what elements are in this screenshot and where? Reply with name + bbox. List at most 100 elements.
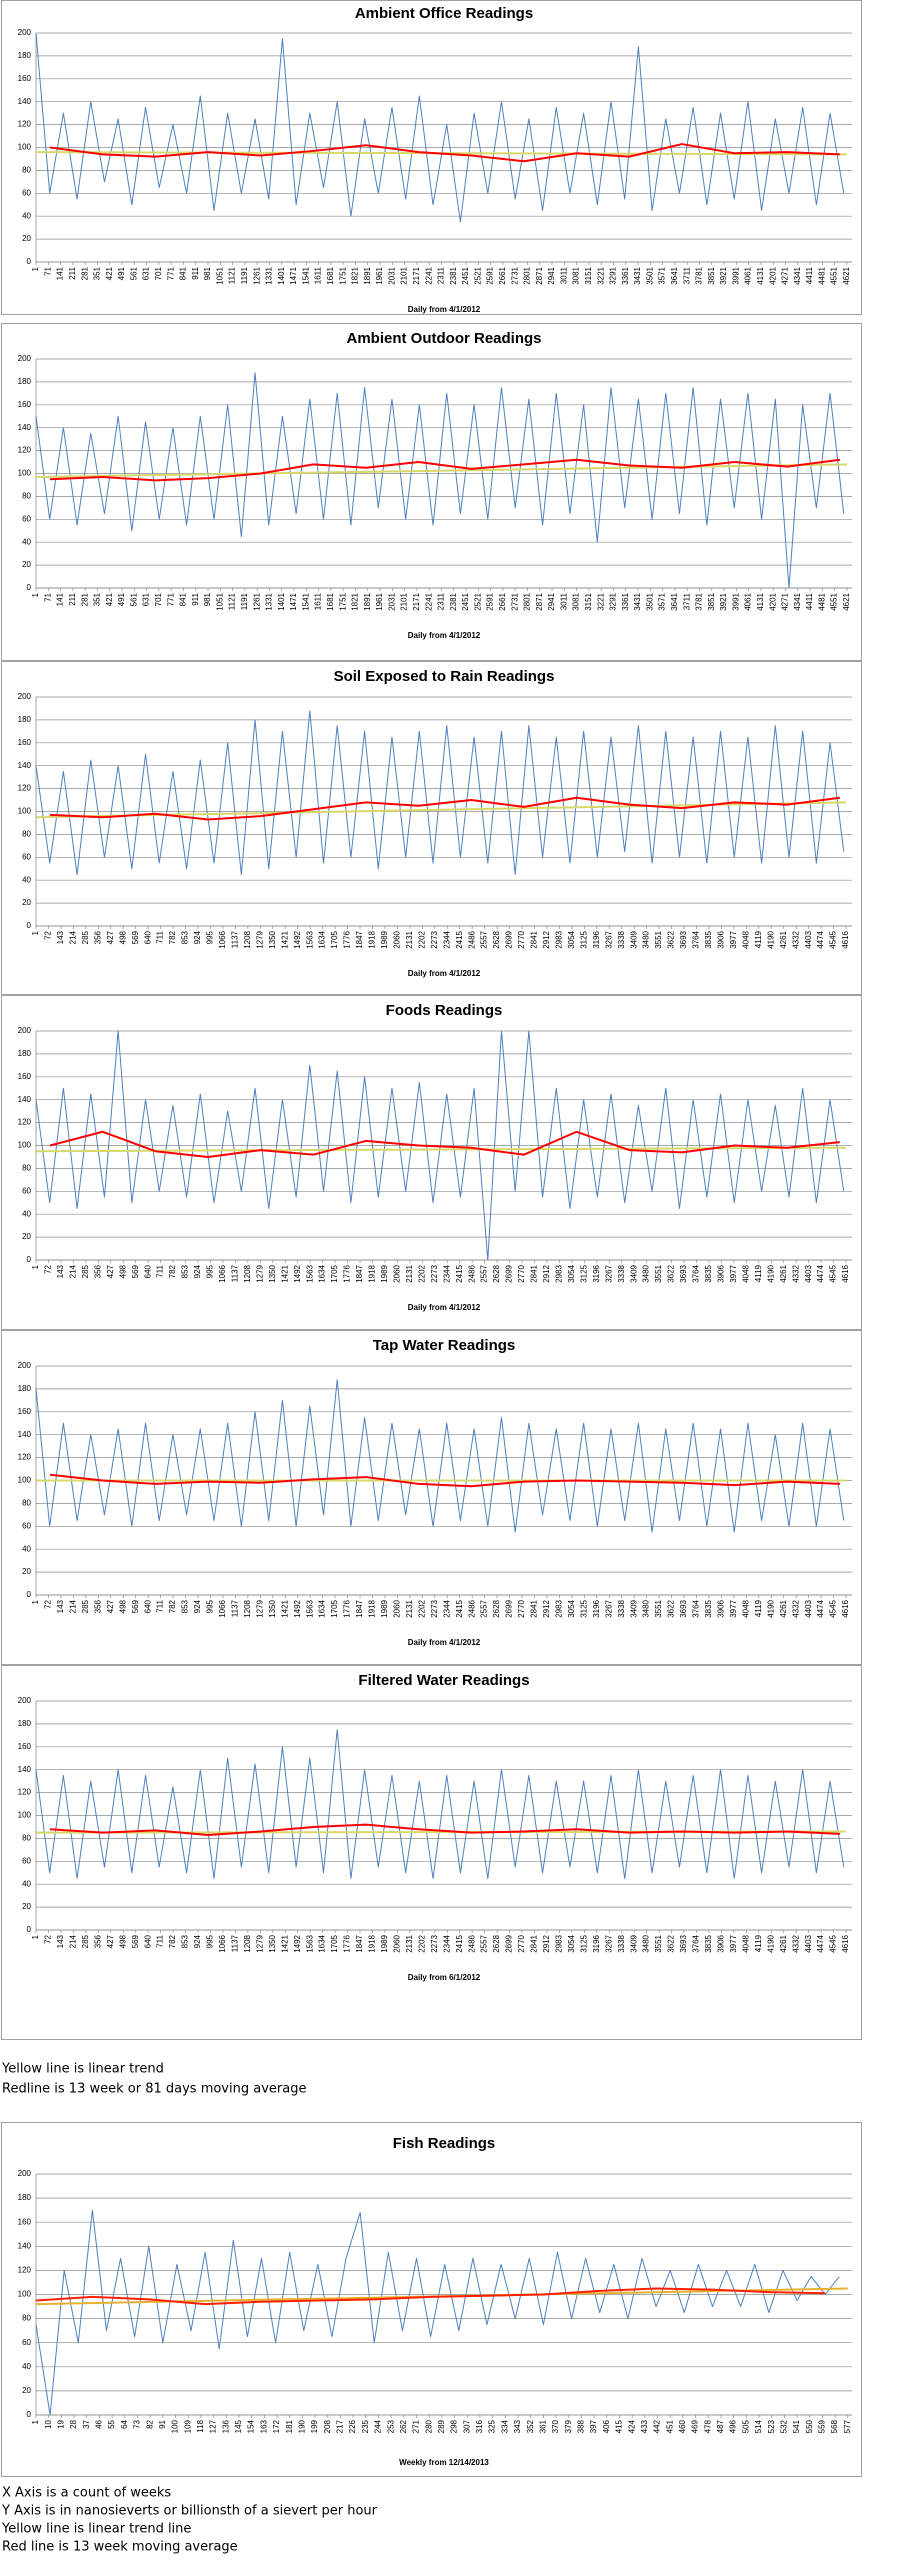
x-tick-label: 1891 [363, 592, 372, 610]
x-tick-label: 4341 [793, 266, 802, 284]
x-tick-label: 2841 [530, 1264, 539, 1282]
y-tick-label: 80 [22, 166, 31, 175]
x-tick-label: 3851 [707, 592, 716, 610]
x-tick-label: 1261 [252, 592, 261, 610]
x-tick-label: 2131 [405, 1264, 414, 1282]
x-tick-label: 4341 [793, 592, 802, 610]
x-tick-label: 2171 [412, 266, 421, 284]
y-tick-label: 60 [22, 514, 31, 523]
x-tick-label: 421 [105, 266, 114, 280]
x-tick-label: 3977 [729, 1599, 738, 1617]
y-tick-label: 120 [18, 120, 32, 129]
chart-frame [1, 995, 862, 1330]
x-tick-label: 214 [68, 930, 77, 944]
x-tick-label: 631 [142, 592, 151, 606]
x-tick-label: 2699 [505, 1934, 514, 1952]
x-tick-label: 1918 [368, 1599, 377, 1617]
x-tick-label: 4261 [779, 1264, 788, 1282]
x-tick-label: 3267 [604, 1264, 613, 1282]
x-tick-label: 3221 [596, 266, 605, 284]
x-tick-label: 3693 [679, 1934, 688, 1952]
x-tick-label: 1137 [231, 1599, 240, 1617]
x-tick-label: 253 [386, 2419, 395, 2433]
x-tick-label: 1208 [243, 1934, 252, 1952]
x-axis-label: Daily from 4/1/2012 [408, 305, 481, 314]
x-tick-label: 3409 [629, 1264, 638, 1282]
note: X Axis is a count of weeks [2, 2486, 171, 2501]
x-tick-label: 2521 [473, 266, 482, 284]
x-tick-label: 460 [678, 2419, 687, 2433]
y-tick-label: 200 [18, 28, 32, 37]
x-tick-label: 2941 [547, 592, 556, 610]
x-tick-label: 1847 [355, 1264, 364, 1282]
x-tick-label: 498 [118, 1599, 127, 1613]
x-tick-label: 271 [412, 2419, 421, 2433]
data-line [35, 463, 847, 478]
x-tick-label: 1401 [277, 266, 286, 284]
chart-frame [1, 1665, 862, 2040]
x-tick-label: 4411 [805, 266, 814, 284]
x-tick-label: 3054 [567, 1599, 576, 1617]
y-tick-label: 0 [27, 1925, 32, 1934]
x-tick-label: 1989 [380, 1934, 389, 1952]
x-tick-label: 2131 [405, 1934, 414, 1952]
x-tick-label: 145 [234, 2419, 243, 2433]
x-tick-label: 91 [158, 2419, 167, 2428]
x-tick-label: 3921 [719, 592, 728, 610]
x-tick-label: 379 [564, 2419, 573, 2433]
x-tick-label: 3764 [692, 1934, 701, 1952]
x-tick-label: 4119 [754, 1599, 763, 1617]
x-tick-label: 1563 [305, 1934, 314, 1952]
x-tick-label: 911 [191, 592, 200, 605]
chart-frame [1, 661, 862, 995]
x-tick-label: 2311 [437, 592, 446, 610]
x-tick-label: 1421 [280, 930, 289, 948]
x-tick-label: 1208 [243, 1264, 252, 1282]
x-tick-label: 1751 [338, 266, 347, 284]
x-tick-label: 141 [56, 266, 65, 280]
x-tick-label: 2311 [437, 266, 446, 284]
x-tick-label: 427 [106, 1934, 115, 1948]
x-tick-label: 2273 [430, 1599, 439, 1617]
x-tick-label: 1421 [280, 1599, 289, 1617]
x-axis-label: Daily from 4/1/2012 [408, 1303, 481, 1312]
x-tick-label: 442 [653, 2419, 662, 2433]
x-tick-label: 10 [44, 2419, 53, 2428]
y-tick-label: 60 [22, 1521, 31, 1530]
x-tick-label: 4332 [791, 1264, 800, 1282]
y-tick-label: 40 [22, 1544, 31, 1553]
x-tick-label: 2486 [467, 1264, 476, 1282]
x-tick-label: 1066 [218, 1934, 227, 1952]
x-tick-label: 1279 [255, 1264, 264, 1282]
x-tick-label: 2628 [492, 1264, 501, 1282]
x-tick-label: 2060 [393, 1934, 402, 1952]
y-tick-label: 40 [22, 537, 31, 546]
x-tick-label: 3431 [633, 266, 642, 284]
x-tick-label: 498 [118, 1264, 127, 1278]
x-tick-label: 2841 [530, 1599, 539, 1617]
x-tick-label: 2983 [555, 1264, 564, 1282]
y-tick-label: 140 [18, 761, 32, 770]
y-tick-label: 160 [18, 400, 32, 409]
y-tick-label: 120 [18, 1788, 32, 1797]
x-tick-label: 4621 [842, 266, 851, 284]
data-line [49, 796, 841, 821]
x-tick-label: 541 [792, 2419, 801, 2433]
x-tick-label: 924 [193, 1599, 202, 1613]
x-tick-label: 2770 [517, 1599, 526, 1617]
x-tick-label: 782 [168, 1934, 177, 1948]
x-tick-label: 100 [171, 2419, 180, 2433]
x-tick-label: 2801 [523, 266, 532, 284]
x-tick-label: 427 [106, 1599, 115, 1613]
x-tick-label: 3835 [704, 1264, 713, 1282]
x-tick-label: 3641 [670, 266, 679, 284]
x-tick-label: 4545 [829, 1599, 838, 1617]
x-tick-label: 4403 [804, 930, 813, 948]
x-tick-label: 71 [43, 266, 52, 275]
y-tick-label: 40 [22, 2362, 31, 2371]
x-tick-label: 2241 [424, 266, 433, 284]
x-tick-label: 1279 [255, 930, 264, 948]
data-line [49, 143, 840, 163]
x-tick-label: 2344 [442, 1934, 451, 1952]
